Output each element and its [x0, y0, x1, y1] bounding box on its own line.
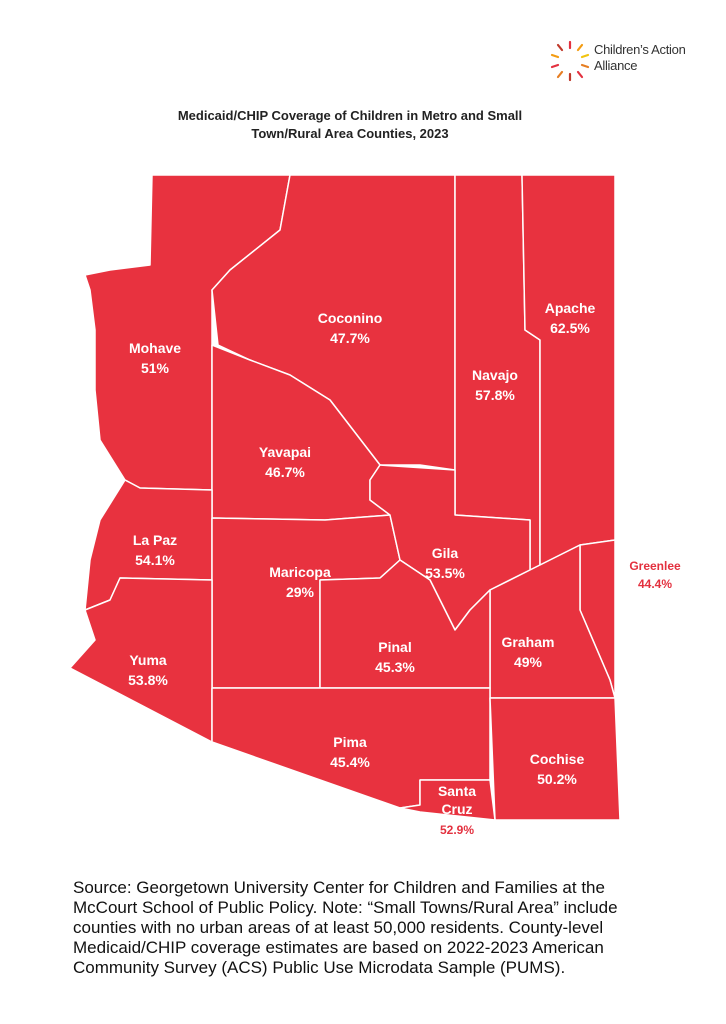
county-value: 44.4% [637, 577, 673, 591]
county-value: 53.5% [425, 565, 465, 581]
county-value: 50.2% [537, 771, 577, 787]
county-shape [399, 779, 496, 821]
county-name: Greenlee [629, 559, 681, 573]
county-value: 54.1% [135, 552, 175, 568]
county-name: Cochise [529, 751, 585, 767]
county-name: Gila [431, 545, 459, 561]
source-note: Source: Georgetown University Center for… [73, 878, 618, 977]
county-name: Coconino [317, 310, 383, 326]
county-value: 49% [513, 654, 543, 670]
county-name: Graham [501, 634, 555, 650]
county-value: 47.7% [330, 330, 370, 346]
county-value: 57.8% [475, 387, 515, 403]
county-value: 53.8% [128, 672, 168, 688]
logo-mark [550, 40, 590, 82]
county-name: Apache [544, 300, 596, 316]
map-title: Medicaid/CHIP Coverage of Children in Me… [177, 108, 523, 141]
county-name: Maricopa [269, 564, 331, 580]
county-value: 29% [285, 584, 315, 600]
county-name: Navajo [472, 367, 518, 383]
county-name: Yavapai [258, 444, 312, 460]
county-value: 46.7% [265, 464, 305, 480]
county-name: Pinal [378, 639, 412, 655]
county-value: 45.3% [375, 659, 415, 675]
county-value: 52.9% [439, 823, 475, 837]
logo-text: Children’s Action Alliance [594, 42, 686, 73]
county-name: Santa Cruz [437, 783, 477, 817]
county-name: La Paz [132, 532, 178, 548]
county-name: Pima [333, 734, 367, 750]
county-value: 45.4% [330, 754, 370, 770]
county-name: Mohave [128, 340, 182, 356]
county-name: Yuma [129, 652, 167, 668]
county-value: 62.5% [550, 320, 590, 336]
county-value: 51% [140, 360, 170, 376]
county-shape [69, 577, 213, 743]
county-shape [489, 697, 621, 821]
